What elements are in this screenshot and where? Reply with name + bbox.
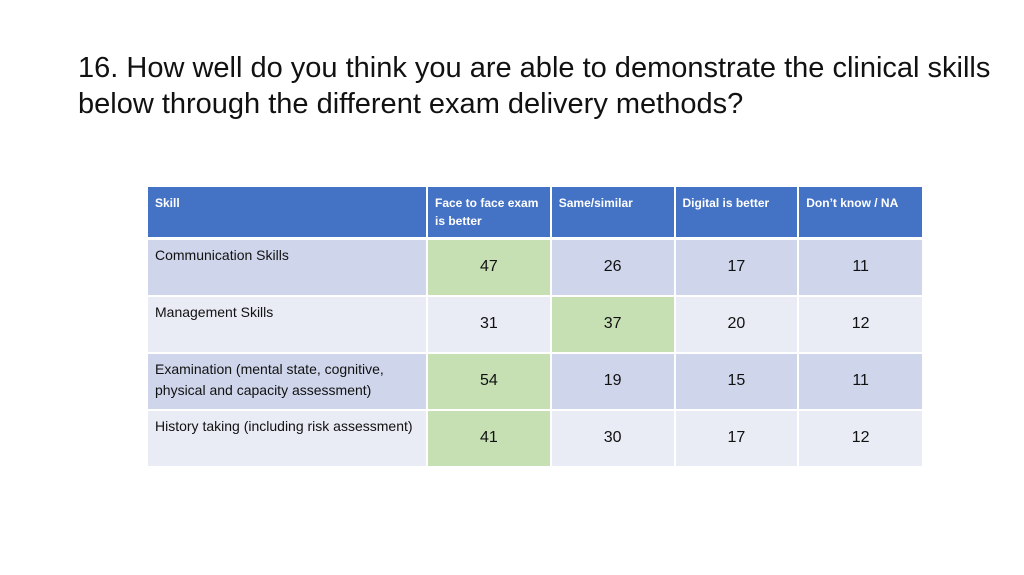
slide-title: 16. How well do you think you are able t… — [78, 52, 991, 120]
cell-digital-better: 17 — [674, 238, 800, 297]
skills-table: Skill Face to face exam is better Same/s… — [148, 187, 922, 468]
skills-table-container: Skill Face to face exam is better Same/s… — [148, 187, 922, 468]
header-digital-better: Digital is better — [674, 187, 800, 240]
table-row: History taking (including risk assessmen… — [148, 409, 922, 468]
skill-label: Management Skills — [148, 295, 428, 354]
cell-same-similar: 30 — [550, 409, 676, 468]
cell-digital-better: 17 — [674, 409, 800, 468]
skill-label: History taking (including risk assessmen… — [148, 409, 428, 468]
table-row: Management Skills 31 37 20 12 — [148, 295, 922, 354]
cell-face-to-face: 31 — [427, 295, 552, 354]
cell-dont-know: 11 — [798, 238, 922, 297]
cell-dont-know: 12 — [798, 295, 922, 354]
cell-face-to-face: 54 — [427, 352, 552, 411]
cell-same-similar: 37 — [550, 295, 676, 354]
header-dont-know: Don’t know / NA — [798, 187, 922, 240]
cell-face-to-face: 41 — [427, 409, 552, 468]
cell-digital-better: 15 — [674, 352, 800, 411]
table-row: Communication Skills 47 26 17 11 — [148, 238, 922, 297]
table-row: Examination (mental state, cognitive, ph… — [148, 352, 922, 411]
skill-label: Examination (mental state, cognitive, ph… — [148, 352, 428, 411]
header-face-to-face: Face to face exam is better — [427, 187, 552, 240]
table-header-row: Skill Face to face exam is better Same/s… — [148, 187, 922, 240]
header-same-similar: Same/similar — [550, 187, 676, 240]
skill-label: Communication Skills — [148, 238, 428, 297]
cell-same-similar: 26 — [550, 238, 676, 297]
cell-dont-know: 12 — [798, 409, 922, 468]
cell-same-similar: 19 — [550, 352, 676, 411]
cell-dont-know: 11 — [798, 352, 922, 411]
cell-digital-better: 20 — [674, 295, 800, 354]
cell-face-to-face: 47 — [427, 238, 552, 297]
header-skill: Skill — [148, 187, 428, 240]
